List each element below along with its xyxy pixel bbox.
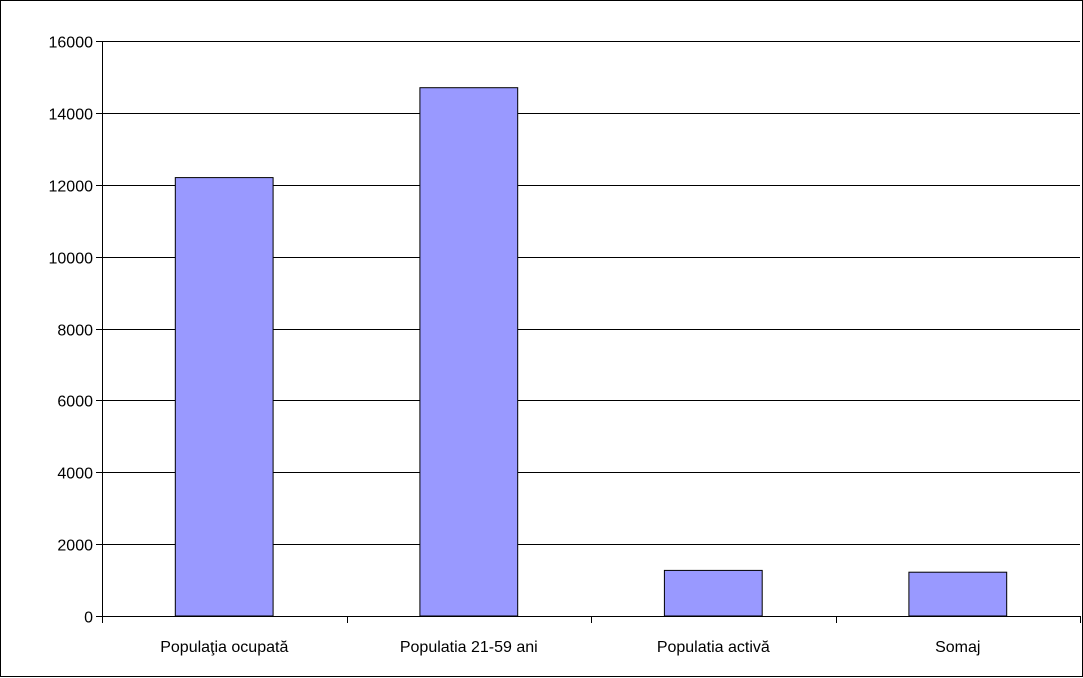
y-tick-label: 14000 (49, 107, 94, 124)
y-tick-label: 12000 (49, 179, 94, 196)
bar-2 (419, 87, 519, 617)
y-tick-label: 2000 (57, 538, 93, 555)
y-tick-label: 16000 (49, 35, 94, 52)
y-tick-label: 10000 (49, 251, 94, 268)
bar-4 (908, 571, 1008, 617)
x-tick-label: Populatia activă (657, 639, 770, 656)
tick-labels: 0 2000 4000 6000 8000 10000 12000 14000 16000 Pop… (49, 35, 981, 657)
x-tick-label: Populaţia ocupată (160, 639, 288, 656)
y-tick-label: 6000 (57, 394, 93, 411)
axes (96, 41, 1081, 623)
bar-1 (174, 177, 274, 617)
x-tick-label: Populatia 21-59 ani (400, 639, 538, 656)
y-tick-label: 4000 (57, 466, 93, 483)
bar-3 (663, 569, 763, 617)
y-tick-label: 0 (84, 610, 93, 627)
bars (174, 87, 1008, 617)
y-tick-label: 8000 (57, 323, 93, 340)
x-tick-label: Somaj (935, 639, 980, 656)
